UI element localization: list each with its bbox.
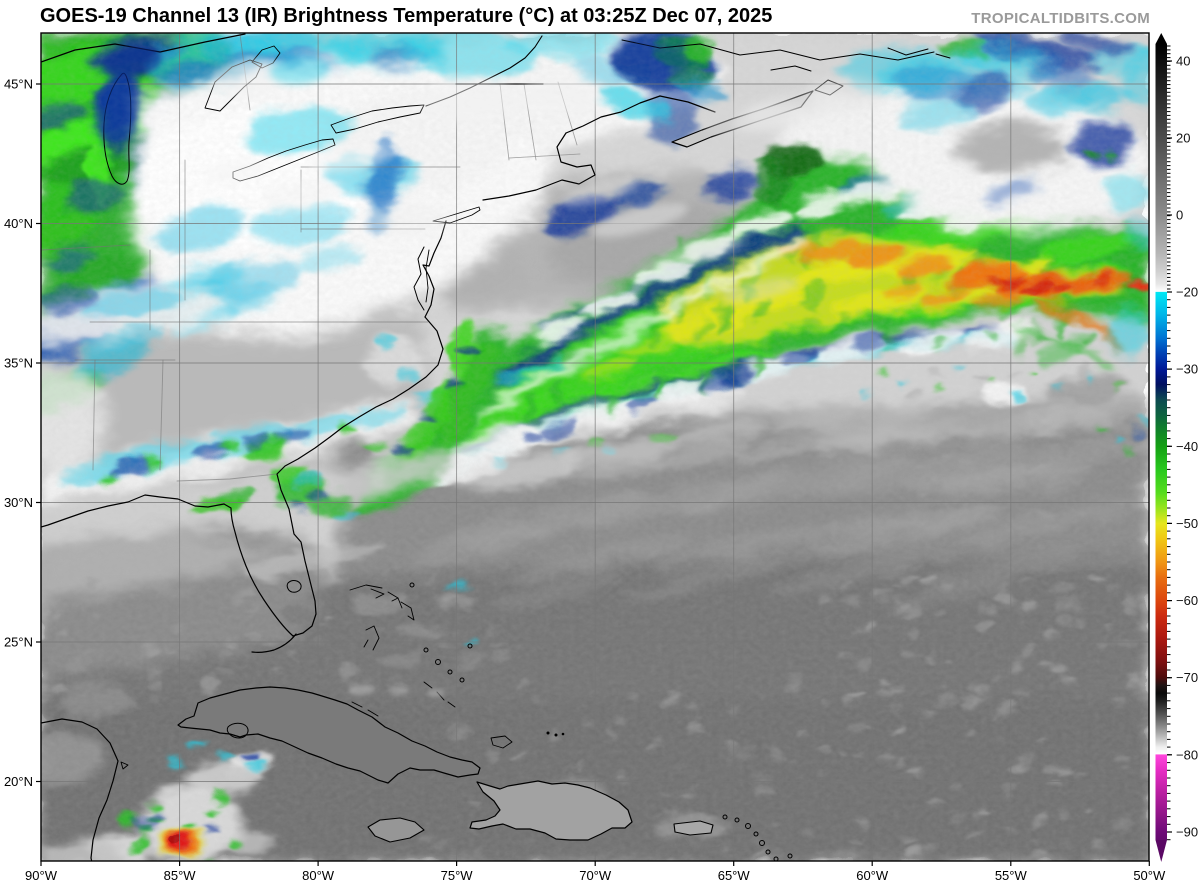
svg-text:70°W: 70°W	[579, 868, 612, 883]
svg-text:85°W: 85°W	[164, 868, 197, 883]
svg-text:−60: −60	[1176, 593, 1198, 608]
svg-text:90°W: 90°W	[25, 868, 58, 883]
svg-text:−30: −30	[1176, 362, 1198, 377]
svg-text:65°W: 65°W	[718, 868, 751, 883]
svg-text:30°N: 30°N	[4, 495, 33, 510]
svg-text:−80: −80	[1176, 747, 1198, 762]
svg-text:40: 40	[1176, 54, 1190, 69]
svg-text:25°N: 25°N	[4, 635, 33, 650]
svg-text:20: 20	[1176, 131, 1190, 146]
svg-text:−40: −40	[1176, 439, 1198, 454]
svg-text:45°N: 45°N	[4, 77, 33, 92]
svg-text:−90: −90	[1176, 825, 1198, 840]
svg-text:80°W: 80°W	[302, 868, 335, 883]
svg-text:75°W: 75°W	[441, 868, 474, 883]
svg-text:0: 0	[1176, 208, 1183, 223]
svg-text:50°W: 50°W	[1133, 868, 1166, 883]
svg-text:−50: −50	[1176, 516, 1198, 531]
svg-text:55°W: 55°W	[995, 868, 1028, 883]
svg-text:40°N: 40°N	[4, 216, 33, 231]
svg-text:−20: −20	[1176, 285, 1198, 300]
svg-text:−70: −70	[1176, 670, 1198, 685]
svg-text:60°W: 60°W	[856, 868, 889, 883]
svg-text:35°N: 35°N	[4, 356, 33, 371]
svg-text:20°N: 20°N	[4, 774, 33, 789]
